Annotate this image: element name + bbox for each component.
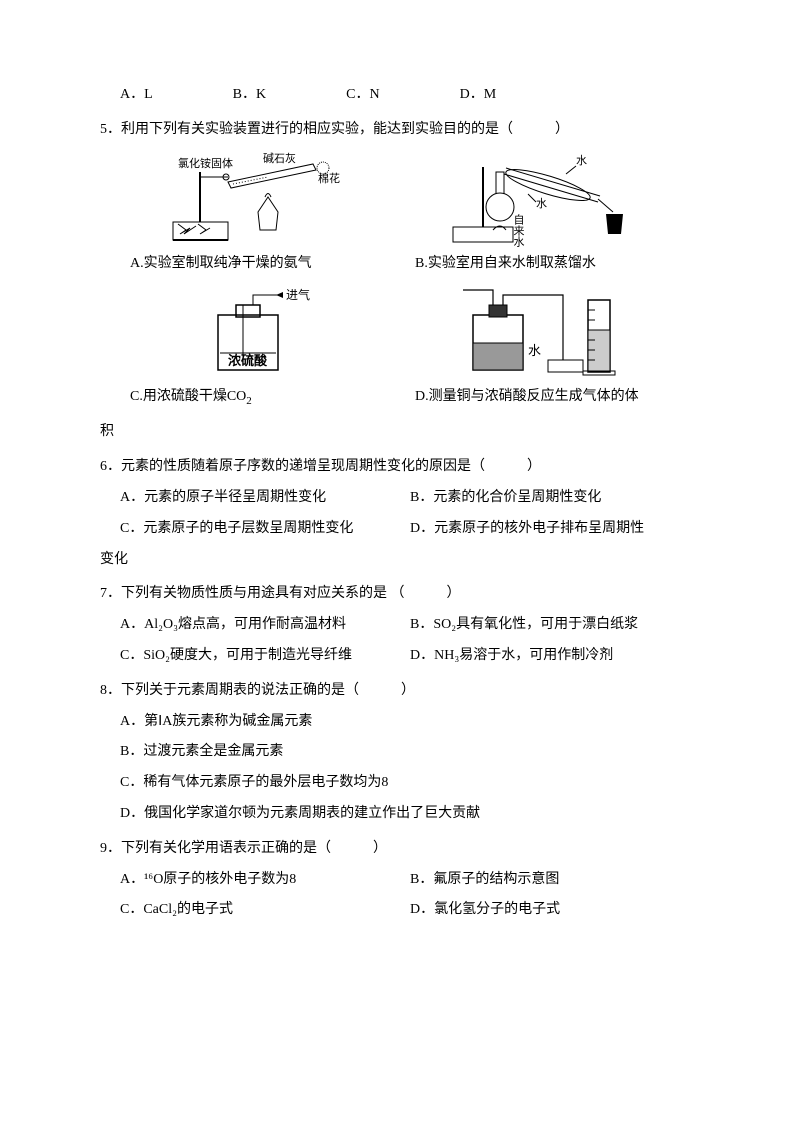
opt-a: A．¹⁶O原子的核外电子数为8 <box>120 865 410 896</box>
capD: D.测量铜与浓硝酸反应生成气体的体 <box>415 382 700 413</box>
capC: C.用浓硫酸干燥CO2 <box>130 382 415 413</box>
q6-stem: 6．元素的性质随着原子序数的递增呈现周期性变化的原因是（ ） <box>100 452 700 483</box>
q5-figA: 氯化铵固体 碱石灰 棉花 <box>110 152 405 247</box>
svg-text:水: 水 <box>528 343 541 358</box>
q5-caps1: A.实验室制取纯净干燥的氨气 B.实验室用自来水制取蒸馏水 <box>130 249 700 280</box>
q4-options: A．L B．K C．N D．M <box>120 80 700 111</box>
capA: A.实验室制取纯净干燥的氨气 <box>130 249 415 280</box>
opt-b: B．K <box>233 80 266 111</box>
label: 氯化铵固体 <box>178 156 233 170</box>
opt-b: B．SO₂具有氧化性，可用于漂白纸浆 <box>410 610 700 641</box>
q7: 7．下列有关物质性质与用途具有对应关系的是 （ ） A．Al₂O₃熔点高，可用作… <box>100 579 700 671</box>
label: 碱石灰 <box>263 152 296 165</box>
opt-b: B．氟原子的结构示意图 <box>410 865 700 896</box>
q8-stem: 8．下列关于元素周期表的说法正确的是（ ） <box>100 676 700 707</box>
opt-a: A．元素的原子半径呈周期性变化 <box>120 483 410 514</box>
opt-c: C．元素原子的电子层数呈周期性变化 <box>120 514 410 545</box>
q5-figD: 水 <box>405 285 700 380</box>
opt-a: A．Al₂O₃熔点高，可用作耐高温材料 <box>120 610 410 641</box>
q5-row1: 氯化铵固体 碱石灰 棉花 水 自来水 水 <box>110 152 700 247</box>
q5-figC: 进气 浓硫酸 <box>110 285 405 380</box>
q5-row2: 进气 浓硫酸 水 <box>110 285 700 380</box>
opt-d: D．元素原子的核外电子排布呈周期性 <box>410 514 700 545</box>
q5-stem: 5．利用下列有关实验装置进行的相应实验，能达到实验目的的是（ ） <box>100 115 700 146</box>
svg-text:浓硫酸: 浓硫酸 <box>228 353 268 368</box>
svg-text:自来水: 自来水 <box>512 213 525 246</box>
q9-stem: 9．下列有关化学用语表示正确的是（ ） <box>100 834 700 865</box>
opt-b: B．过渡元素全是金属元素 <box>120 737 700 768</box>
opt-d: D．NH₃易溶于水，可用作制冷剂 <box>410 641 700 672</box>
opt-a: A．L <box>120 80 153 111</box>
q5: 5．利用下列有关实验装置进行的相应实验，能达到实验目的的是（ ） 氯化铵固体 碱… <box>100 115 700 448</box>
q8: 8．下列关于元素周期表的说法正确的是（ ） A．第ⅠA族元素称为碱金属元素 B．… <box>100 676 700 830</box>
q9: 9．下列有关化学用语表示正确的是（ ） A．¹⁶O原子的核外电子数为8 B．氟原… <box>100 834 700 926</box>
q5-caps2: C.用浓硫酸干燥CO2 D.测量铜与浓硝酸反应生成气体的体 <box>130 382 700 413</box>
capB: B.实验室用自来水制取蒸馏水 <box>415 249 700 280</box>
capD-cont: 积 <box>100 417 700 448</box>
opt-a: A．第ⅠA族元素称为碱金属元素 <box>120 707 700 738</box>
q5-figB: 水 自来水 水 <box>405 152 700 247</box>
svg-text:进气: 进气 <box>286 287 310 302</box>
q6: 6．元素的性质随着原子序数的递增呈现周期性变化的原因是（ ） A．元素的原子半径… <box>100 452 700 575</box>
opt-c: C．SiO₂硬度大，可用于制造光导纤维 <box>120 641 410 672</box>
q7-stem: 7．下列有关物质性质与用途具有对应关系的是 （ ） <box>100 579 700 610</box>
opt-b: B．元素的化合价呈周期性变化 <box>410 483 700 514</box>
opt-c: C．稀有气体元素原子的最外层电子数均为8 <box>120 768 700 799</box>
opt-c: C．CaCl₂的电子式 <box>120 895 410 926</box>
opt-c: C．N <box>346 80 379 111</box>
svg-text:水: 水 <box>536 197 547 210</box>
opt-d-cont: 变化 <box>100 545 700 576</box>
opt-d: D．俄国化学家道尔顿为元素周期表的建立作出了巨大贡献 <box>120 799 700 830</box>
svg-text:水: 水 <box>576 154 587 167</box>
label: 棉花 <box>318 171 340 185</box>
opt-d: D．M <box>460 80 497 111</box>
opt-d: D．氯化氢分子的电子式 <box>410 895 700 926</box>
